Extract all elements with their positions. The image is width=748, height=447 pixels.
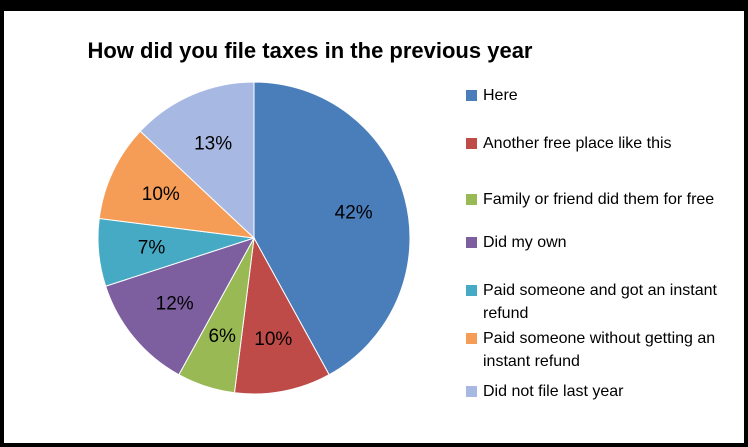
pie-slice-4 xyxy=(105,237,256,376)
pie-slice-label-5: 7% xyxy=(138,238,166,259)
pie-slices xyxy=(97,81,411,395)
pie-slice-label-2: 10% xyxy=(254,329,292,350)
legend-swatch xyxy=(466,333,477,344)
legend-swatch xyxy=(466,194,477,205)
legend-label: Did my own xyxy=(483,234,567,251)
pie-slice-7 xyxy=(139,81,255,240)
pie-slice-labels: 42% 10% 6% 12% 7% 10% 13% xyxy=(138,134,373,351)
pie-slice-label-7: 13% xyxy=(194,134,232,155)
pie-slice-6 xyxy=(98,130,256,239)
legend-label: Another free place like this xyxy=(483,135,672,152)
legend-swatch xyxy=(466,237,477,248)
legend-label: Family or friend did them for free xyxy=(483,191,715,208)
pie-slice-label-4: 12% xyxy=(156,294,194,315)
pie-slice-label-3: 6% xyxy=(208,326,236,347)
legend-swatch xyxy=(466,386,477,397)
pie-slice-label-6: 10% xyxy=(142,184,180,205)
legend-swatch xyxy=(466,90,477,101)
pie-slice-label-1: 42% xyxy=(335,202,373,223)
legend-label: Did not file last year xyxy=(483,383,624,400)
legend-label: Paid someone without getting an instant … xyxy=(483,330,716,370)
pie-slice-2 xyxy=(233,236,330,395)
chart-title: How did you file taxes in the previous y… xyxy=(87,38,533,63)
legend-swatch xyxy=(466,138,477,149)
legend-label: Paid someone and got an instant refund xyxy=(483,282,717,322)
pie-slice-1 xyxy=(253,81,411,376)
legend-label: Here xyxy=(483,87,518,104)
legend-swatch xyxy=(466,285,477,296)
